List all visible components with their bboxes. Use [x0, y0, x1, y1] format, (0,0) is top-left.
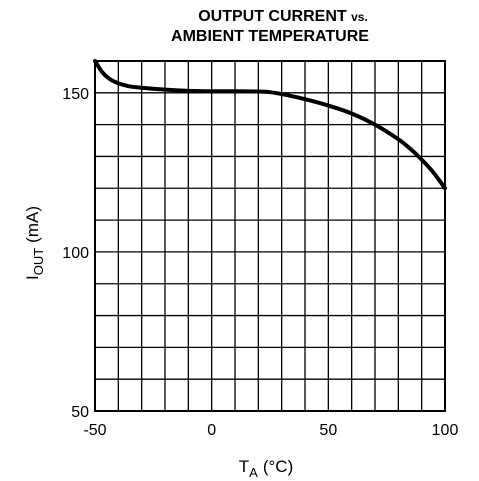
x-axis-label-sub: A [249, 465, 258, 480]
y-tick-label: 50 [71, 404, 89, 421]
y-axis-label: IOUT (mA) [23, 206, 46, 280]
chart-title-main: OUTPUT CURRENT [198, 8, 347, 25]
x-axis-label-unit: (°C) [263, 457, 293, 476]
y-tick-label: 150 [62, 86, 89, 103]
y-tick-label: 100 [62, 245, 89, 262]
plot-frame [94, 60, 446, 412]
x-tick-label: 100 [432, 422, 459, 439]
series-line-output-current [93, 59, 447, 191]
x-tick-label: -50 [83, 422, 106, 439]
chart-title-line1: OUTPUT CURRENT vs. [198, 8, 368, 25]
x-axis-label: TA (°C) [239, 457, 293, 480]
tick-labels: -50 0 50 100 50 100 150 [62, 86, 458, 439]
y-axis-label-sub: OUT [31, 248, 46, 276]
x-tick-label: 50 [319, 422, 337, 439]
grid [95, 61, 445, 411]
chart-title-line2: AMBIENT TEMPERATURE [171, 28, 369, 45]
y-axis-label-unit: (mA) [23, 206, 42, 243]
y-axis-label-main: I [23, 275, 42, 280]
x-axis-label-main: T [239, 457, 249, 476]
x-tick-label: 0 [207, 422, 216, 439]
chart-title-vs: vs. [351, 10, 368, 24]
